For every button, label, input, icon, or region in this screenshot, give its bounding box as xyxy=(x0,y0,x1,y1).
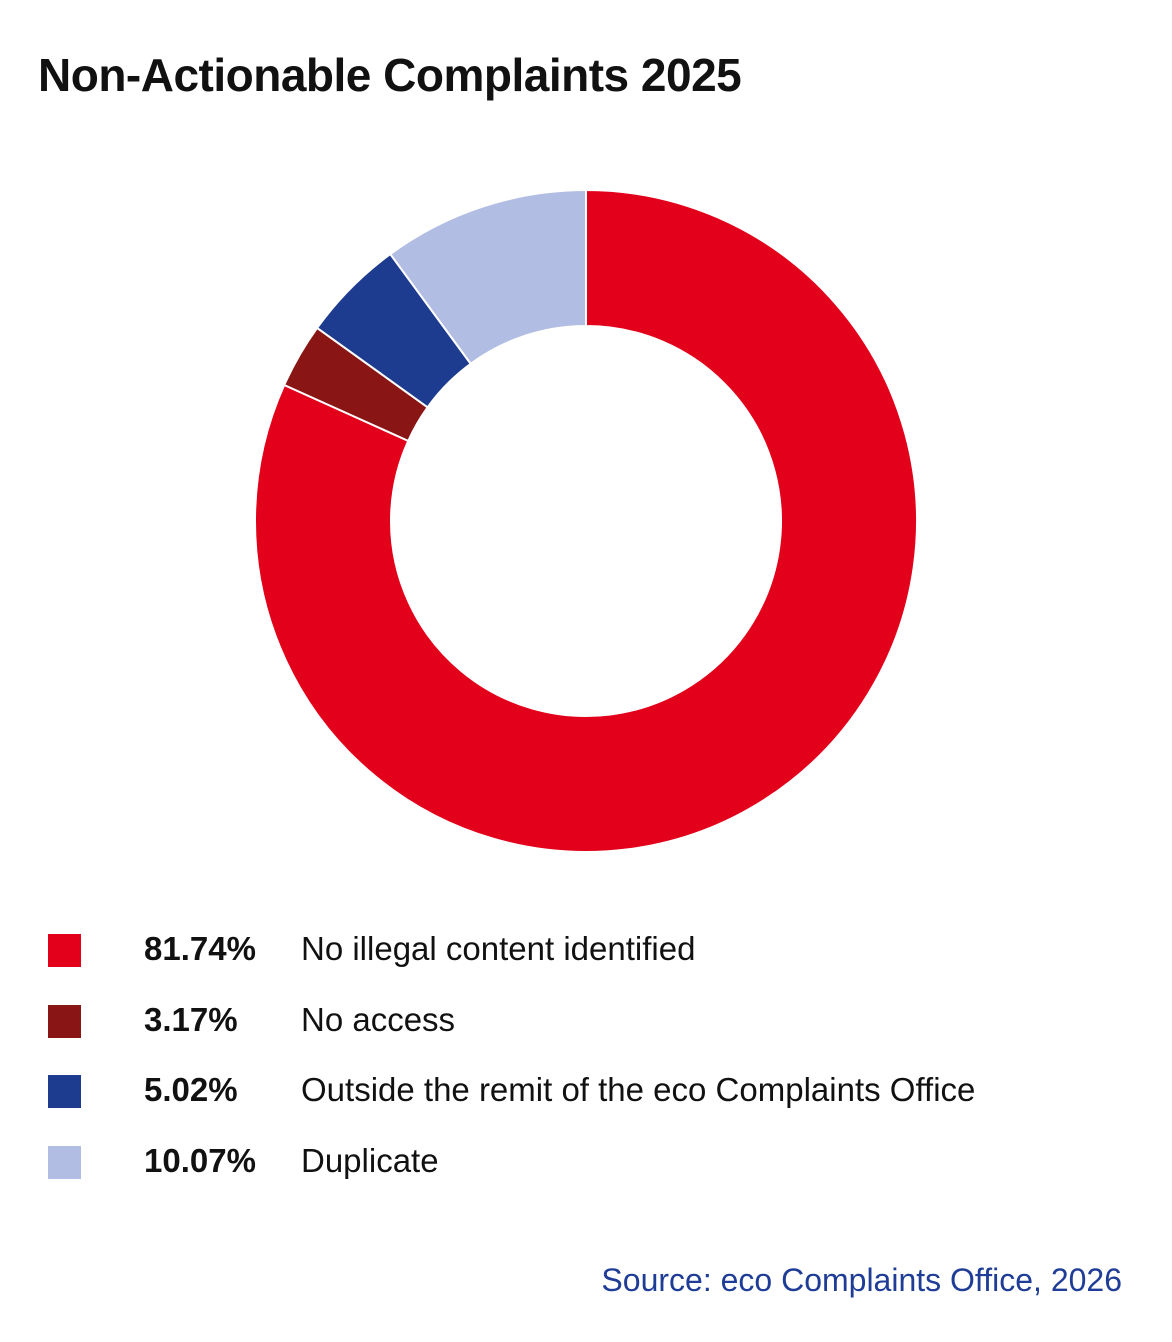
donut-chart xyxy=(254,189,918,853)
legend-value: 3.17% xyxy=(144,1000,238,1038)
source-note: Source: eco Complaints Office, 2026 xyxy=(601,1262,1122,1298)
legend-value: 10.07% xyxy=(144,1141,256,1179)
legend-value: 81.74% xyxy=(144,930,256,967)
legend-value: 5.02% xyxy=(144,1071,238,1108)
donut-slice-duplicate xyxy=(389,189,587,365)
legend-label: No illegal content identified xyxy=(301,930,696,967)
legend-swatch xyxy=(48,1004,81,1038)
chart-title: Non-Actionable Complaints 2025 xyxy=(38,49,742,101)
legend-label: Outside the remit of the eco Complaints … xyxy=(301,1071,976,1108)
legend-swatch xyxy=(48,1145,81,1179)
legend-label: No access xyxy=(301,1000,456,1038)
legend-swatch xyxy=(48,934,81,967)
legend-label: Duplicate xyxy=(301,1141,439,1179)
donut-slice-no-illegal-content xyxy=(254,189,918,853)
legend-swatch xyxy=(48,1075,81,1108)
